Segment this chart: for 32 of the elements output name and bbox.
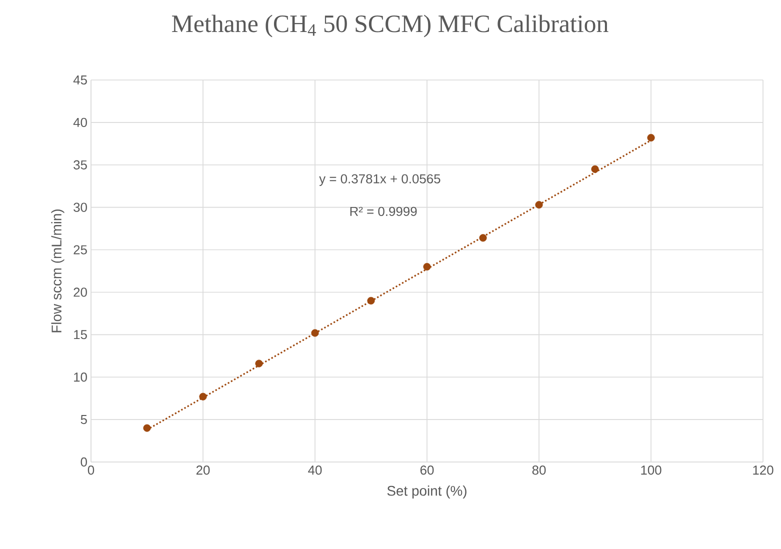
x-tick-label: 100 bbox=[641, 466, 662, 475]
x-tick-label: 60 bbox=[420, 466, 434, 475]
point bbox=[367, 296, 375, 304]
point bbox=[479, 234, 487, 242]
annotation: y = 0.3781x + 0.0565 bbox=[319, 174, 440, 186]
y-tick-label: 10 bbox=[74, 372, 87, 382]
point bbox=[591, 165, 599, 173]
y-tick-label: 20 bbox=[74, 288, 87, 297]
point bbox=[255, 360, 263, 368]
x-tick-label: 120 bbox=[753, 466, 774, 475]
y-tick-label: 5 bbox=[80, 415, 87, 424]
annotation: R² = 0.9999 bbox=[350, 206, 417, 216]
y-axis-title: Flow sccm (mL/min) bbox=[51, 210, 64, 332]
y-tick-label: 25 bbox=[74, 245, 87, 254]
y-tick-label: 15 bbox=[74, 330, 87, 340]
y-tick-label: 30 bbox=[74, 202, 87, 212]
y-tick-label: 0 bbox=[80, 457, 87, 467]
point bbox=[647, 134, 655, 142]
y-tick-label: 40 bbox=[73, 118, 87, 128]
x-tick-label: 80 bbox=[532, 466, 546, 475]
x-tick-label: 20 bbox=[196, 466, 210, 475]
point bbox=[199, 392, 207, 400]
point bbox=[535, 201, 543, 209]
point bbox=[143, 424, 151, 432]
x-tick-label: 0 bbox=[88, 466, 94, 475]
point bbox=[423, 262, 431, 271]
x-axis-title: Set point (%) bbox=[387, 486, 466, 499]
x-tick-label: 40 bbox=[308, 466, 322, 475]
y-tick-label: 35 bbox=[74, 160, 87, 170]
y-tick-label: 45 bbox=[73, 75, 87, 85]
chart-title: Methane (CH$_{4}$ 50 SCCM) MFC Calibration bbox=[172, 14, 608, 38]
point bbox=[311, 329, 319, 337]
